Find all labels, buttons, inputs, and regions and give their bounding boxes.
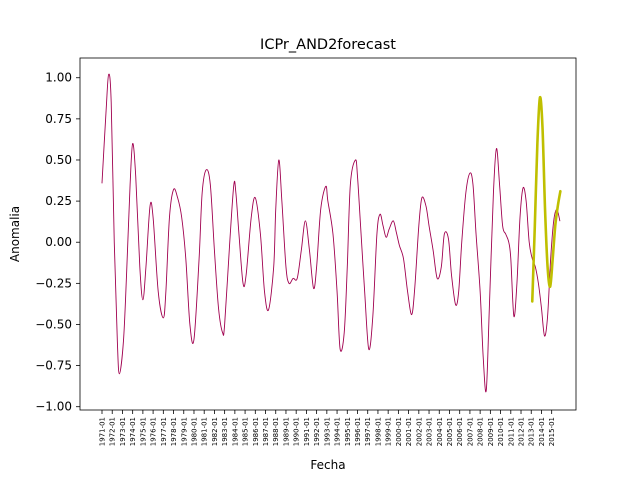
x-tick-label: 2004-01 [436, 417, 444, 446]
x-tick-label: 1991-01 [303, 417, 311, 446]
x-tick-label: 1988-01 [272, 417, 280, 446]
x-tick-label: 2003-01 [426, 417, 434, 446]
x-tick-label: 1981-01 [201, 417, 209, 446]
y-tick-label: 0.75 [45, 112, 72, 126]
x-tick-label: 1999-01 [385, 417, 393, 446]
x-tick-label: 1985-01 [242, 417, 250, 446]
y-tick-label: −0.75 [35, 359, 72, 373]
y-tick-label: 1.00 [45, 71, 72, 85]
x-tick-label: 2009-01 [487, 417, 495, 446]
y-tick-label: −1.00 [35, 400, 72, 414]
x-tick-label: 1995-01 [344, 417, 352, 446]
x-tick-label: 1993-01 [323, 417, 331, 446]
x-tick-label: 2005-01 [446, 417, 454, 446]
x-axis-label: Fecha [310, 458, 345, 472]
x-tick-label: 1990-01 [293, 417, 301, 446]
x-tick-label: 2011-01 [507, 417, 515, 446]
x-tick-label: 1986-01 [252, 417, 260, 446]
x-tick-label: 1992-01 [313, 417, 321, 446]
x-tick-label: 2007-01 [466, 417, 474, 446]
y-tick-label: 0.50 [45, 153, 72, 167]
x-tick-label: 2014-01 [538, 417, 546, 446]
x-tick-label: 1976-01 [150, 417, 158, 446]
x-tick-label: 1980-01 [190, 417, 198, 446]
x-tick-label: 1994-01 [334, 417, 342, 446]
y-tick-label: 0.00 [45, 235, 72, 249]
y-tick-label: −0.50 [35, 317, 72, 331]
y-axis: −1.00 −0.75 −0.50 −0.25 0.00 0.25 0.50 0.75 1.00 [35, 71, 80, 414]
x-axis: 1971-01 1972-01 1973-01 1974-01 1975-01 1976-… [99, 410, 556, 446]
series-line-observed [101, 73, 561, 393]
x-tick-label: 1998-01 [374, 417, 382, 446]
x-tick-label: 1972-01 [109, 417, 117, 446]
x-tick-label: 1974-01 [129, 417, 137, 446]
x-tick-label: 2000-01 [395, 417, 403, 446]
x-tick-label: 1979-01 [180, 417, 188, 446]
x-tick-label: 1971-01 [99, 417, 107, 446]
x-tick-label: 1989-01 [282, 417, 290, 446]
x-tick-label: 2006-01 [456, 417, 464, 446]
x-tick-label: 2010-01 [497, 417, 505, 446]
y-axis-label: Anomalia [8, 206, 22, 262]
x-tick-label: 2008-01 [477, 417, 485, 446]
series-layer [101, 73, 562, 393]
series-line-forecast [530, 95, 562, 303]
x-tick-label: 2013-01 [528, 417, 536, 446]
x-tick-label: 1978-01 [170, 417, 178, 446]
chart-title: ICPr_AND2forecast [260, 37, 396, 53]
x-tick-label: 1982-01 [211, 417, 219, 446]
x-tick-label: 2012-01 [518, 417, 526, 446]
x-tick-label: 1984-01 [231, 417, 239, 446]
x-tick-label: 1997-01 [364, 417, 372, 446]
x-tick-label: 1996-01 [354, 417, 362, 446]
plot-frame [79, 57, 577, 411]
x-tick-label: 1983-01 [221, 417, 229, 446]
x-tick-label: 1975-01 [139, 417, 147, 446]
x-tick-label: 2002-01 [415, 417, 423, 446]
x-tick-label: 1973-01 [119, 417, 127, 446]
x-tick-label: 1977-01 [160, 417, 168, 446]
plot-area [79, 57, 577, 411]
y-tick-label: 0.25 [45, 194, 72, 208]
x-tick-label: 1987-01 [262, 417, 270, 446]
x-tick-label: 2001-01 [405, 417, 413, 446]
x-tick-label: 2015-01 [548, 417, 556, 446]
y-tick-label: −0.25 [35, 276, 72, 290]
